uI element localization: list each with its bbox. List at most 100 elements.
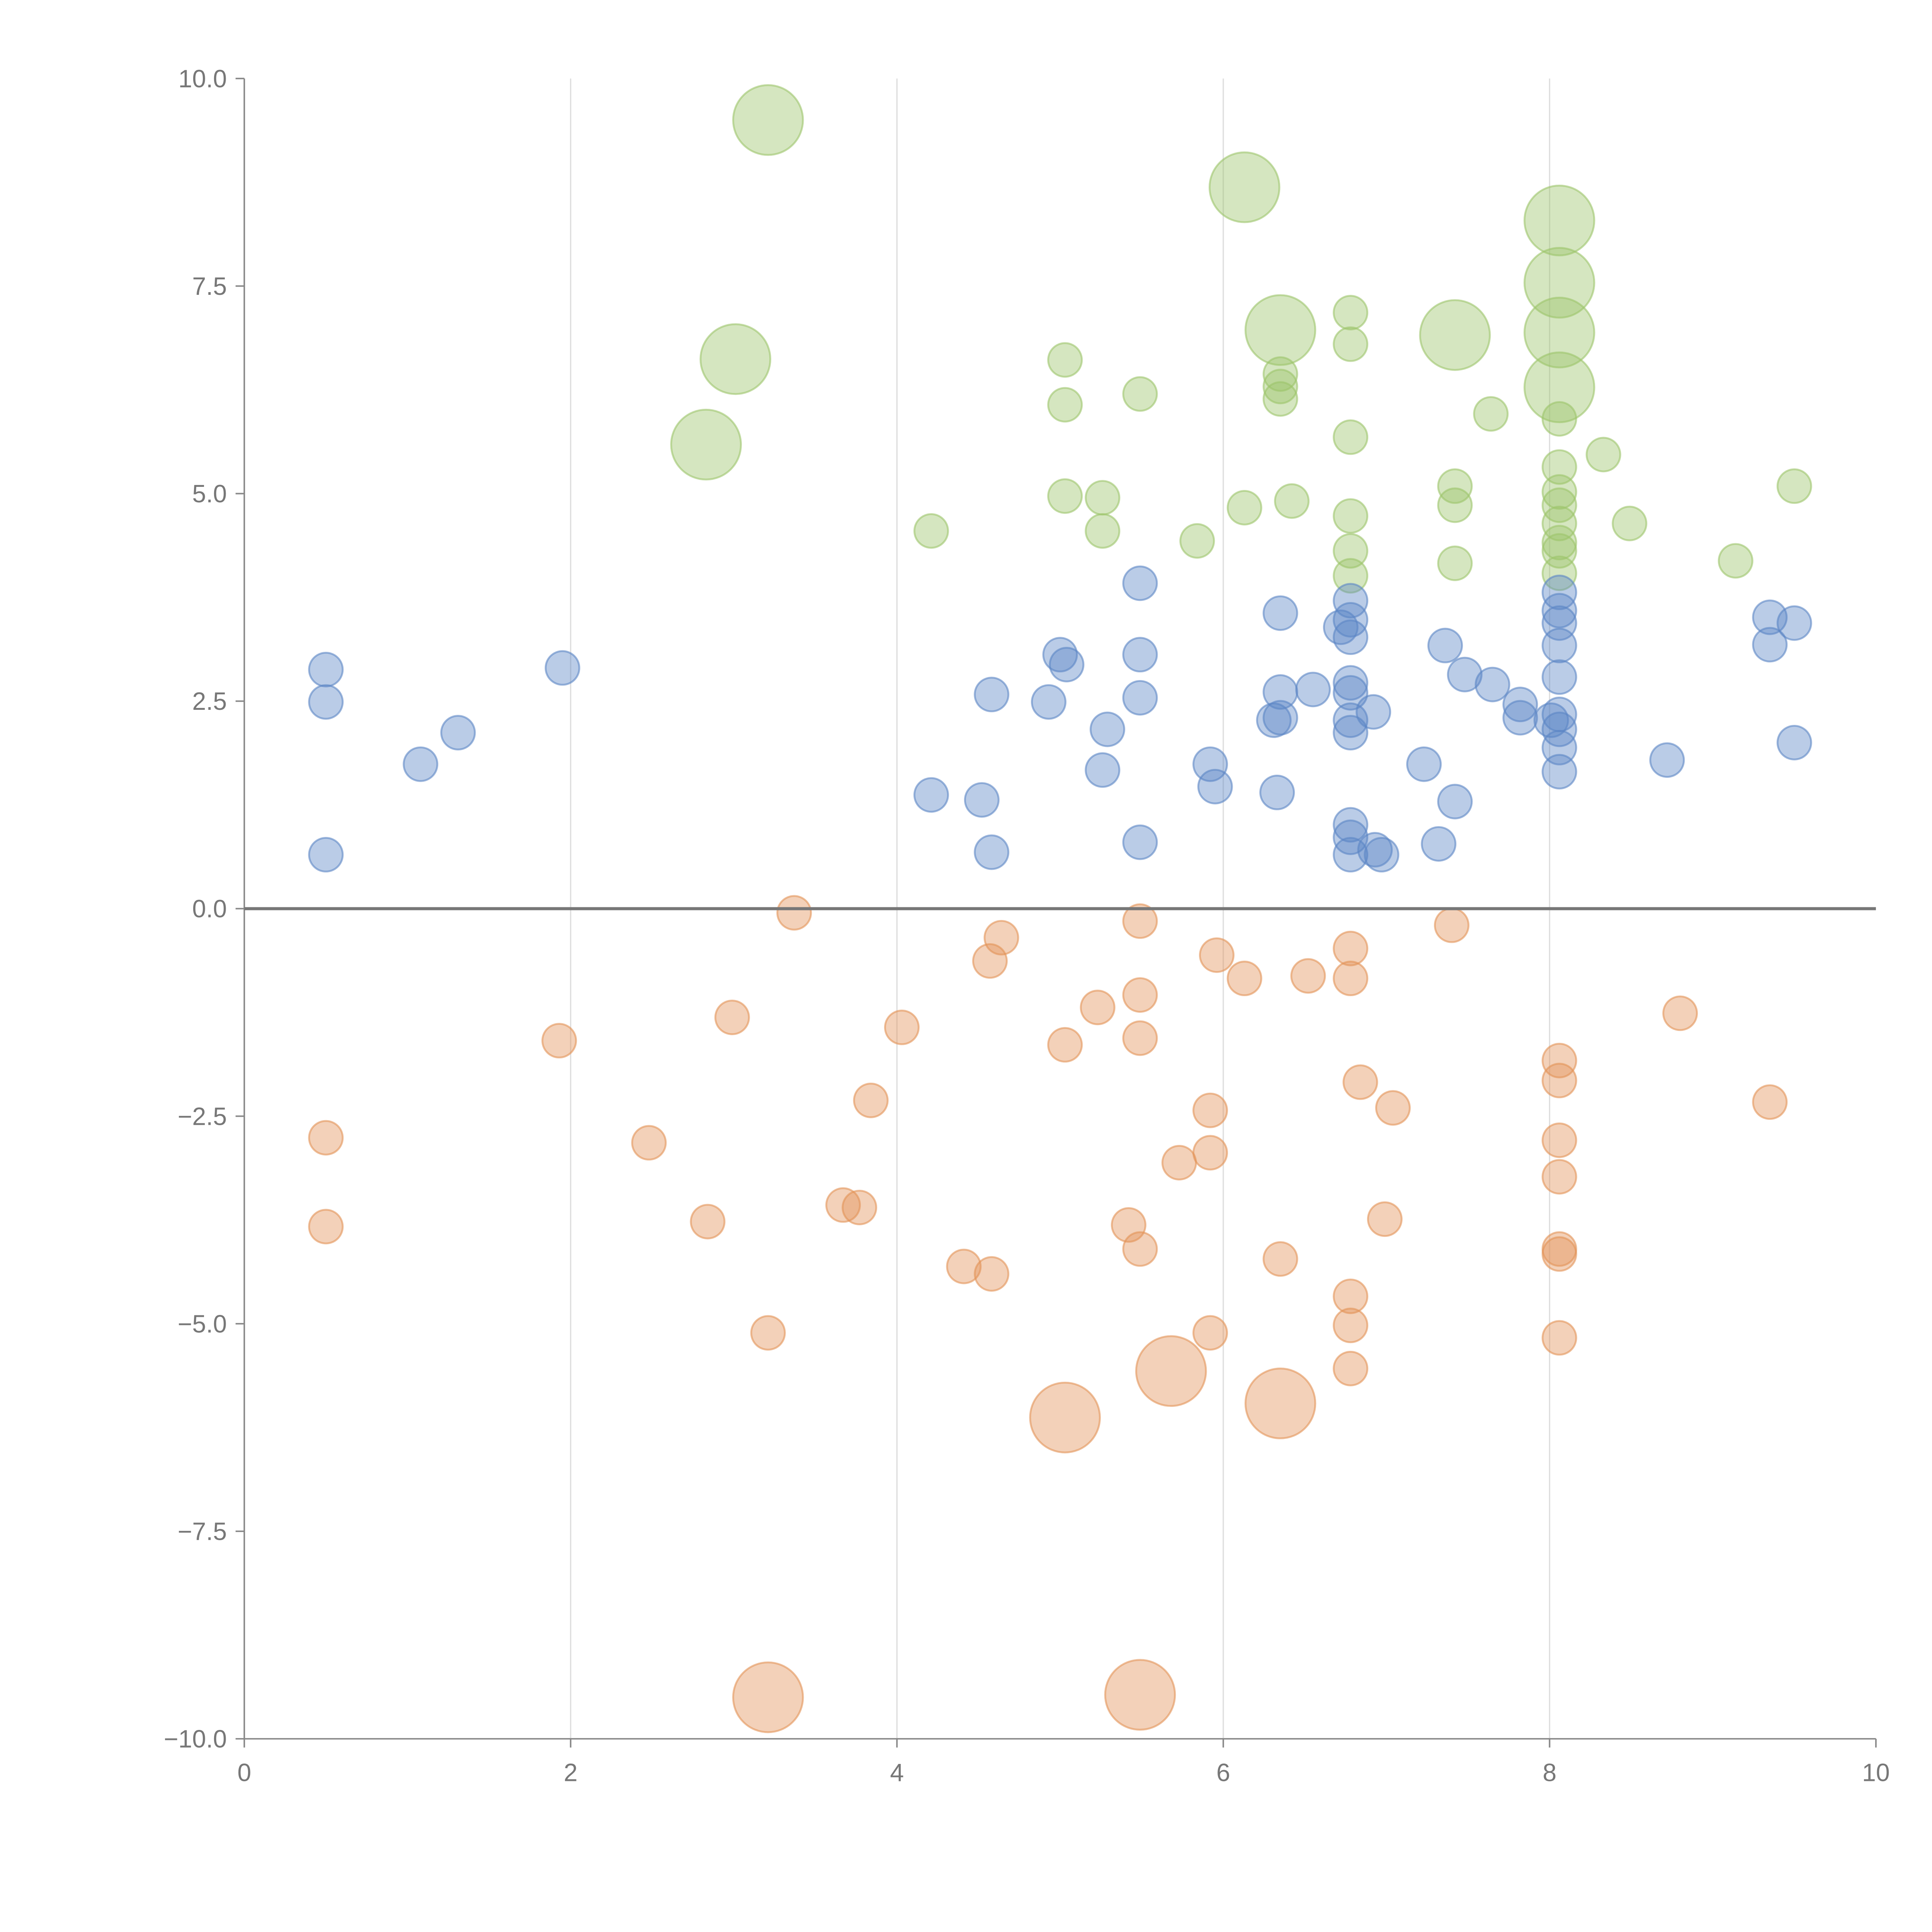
data-point-green <box>1179 523 1215 559</box>
data-point-blue <box>1475 667 1510 702</box>
data-point-blue <box>1447 656 1483 692</box>
data-point-blue <box>1355 694 1391 730</box>
data-point-blue <box>1262 674 1298 710</box>
y-tick-label: −7.5 <box>178 1517 227 1545</box>
data-point-green <box>1437 545 1473 581</box>
data-point-green <box>1333 326 1369 362</box>
data-point-blue <box>1262 700 1298 736</box>
data-point-green <box>1541 401 1577 437</box>
data-points <box>308 84 1812 1733</box>
data-point-orange <box>1122 1020 1158 1056</box>
data-point-blue <box>1192 746 1228 782</box>
data-point-orange <box>1290 958 1326 994</box>
data-point-green <box>1244 294 1316 366</box>
data-point-green <box>1262 381 1298 417</box>
data-point-green <box>1523 351 1595 423</box>
data-point-blue <box>1042 637 1078 673</box>
data-point-blue <box>1049 647 1085 682</box>
data-point-orange <box>1262 1241 1298 1277</box>
data-point-green <box>1262 356 1298 392</box>
data-point-blue <box>1427 628 1463 663</box>
data-point-green <box>1419 299 1491 371</box>
data-point-orange <box>541 1023 577 1059</box>
data-point-orange <box>1541 1063 1577 1099</box>
data-point-green <box>1541 525 1577 561</box>
data-point-orange <box>853 1082 889 1118</box>
y-tick-label: 10.0 <box>179 65 227 93</box>
data-point-orange <box>1333 1278 1369 1314</box>
data-point-green <box>1541 505 1577 541</box>
data-point-green <box>913 513 949 549</box>
data-point-blue <box>1090 711 1125 747</box>
x-tick-label: 4 <box>890 1759 904 1787</box>
data-point-green <box>1541 474 1577 510</box>
x-tick-label: 2 <box>564 1759 578 1787</box>
data-point-green <box>1333 419 1369 455</box>
data-point-orange <box>1752 1084 1788 1120</box>
data-point-orange <box>1192 1092 1228 1128</box>
data-point-orange <box>1367 1201 1403 1237</box>
data-point-green <box>1208 151 1281 223</box>
data-point-blue <box>1333 665 1369 701</box>
data-point-green <box>1612 505 1648 541</box>
data-point-green <box>1523 296 1595 369</box>
data-point-green <box>1226 490 1262 526</box>
data-point-orange <box>714 1000 750 1036</box>
data-point-orange <box>1122 903 1158 939</box>
data-point-blue <box>1541 711 1577 747</box>
y-tick-label: 5.0 <box>192 480 227 508</box>
data-point-blue <box>1502 700 1538 736</box>
x-tick-label: 8 <box>1543 1759 1556 1787</box>
data-point-blue <box>403 746 439 782</box>
data-point-green <box>1122 376 1158 412</box>
data-point-blue <box>1197 769 1233 804</box>
data-point-blue <box>1541 593 1577 629</box>
data-point-orange <box>983 920 1019 956</box>
data-point-green <box>1047 478 1083 514</box>
data-point-blue <box>1541 659 1577 695</box>
data-point-green <box>1473 396 1509 432</box>
x-tick-label: 6 <box>1216 1759 1230 1787</box>
data-point-orange <box>1333 1350 1369 1386</box>
data-point-green <box>1541 487 1577 523</box>
data-point-green <box>1718 543 1753 579</box>
data-point-orange <box>1333 961 1369 997</box>
y-tick-label: −2.5 <box>178 1102 227 1130</box>
data-point-orange <box>308 1120 344 1156</box>
data-point-blue <box>1333 807 1369 843</box>
data-point-orange <box>1192 1135 1228 1171</box>
data-point-orange <box>1104 1659 1176 1731</box>
data-point-orange <box>1135 1335 1207 1407</box>
data-point-blue <box>1421 826 1457 862</box>
data-point-orange <box>1192 1315 1228 1351</box>
data-point-blue <box>308 837 344 872</box>
data-point-orange <box>1333 930 1369 966</box>
data-point-blue <box>1333 702 1369 738</box>
data-point-green <box>1047 342 1083 378</box>
data-point-blue <box>1262 595 1298 631</box>
data-point-blue <box>1502 687 1538 723</box>
data-point-green <box>1333 558 1369 594</box>
data-point-orange <box>732 1661 804 1733</box>
y-tick-label: 2.5 <box>192 687 227 715</box>
data-point-blue <box>1085 752 1121 788</box>
data-point-blue <box>1259 774 1295 810</box>
data-point-blue <box>1437 784 1473 820</box>
data-point-blue <box>1541 575 1577 611</box>
data-point-green <box>1262 369 1298 405</box>
data-point-orange <box>1541 1122 1577 1158</box>
y-tick-label: 7.5 <box>192 272 227 300</box>
y-tick-label: −10.0 <box>164 1725 227 1753</box>
data-point-green <box>1541 449 1577 485</box>
data-point-orange <box>631 1125 667 1161</box>
data-point-blue <box>974 834 1010 870</box>
data-point-blue <box>1406 746 1442 782</box>
data-point-green <box>1085 513 1121 549</box>
data-point-green <box>1437 487 1473 523</box>
data-point-green <box>670 408 742 481</box>
data-point-orange <box>1122 1231 1158 1267</box>
axes: 0 2 4 6 8 10 10.0 7.5 5.0 2.5 0.0 −2.5 −5.0 −7.5 −10.0 <box>164 65 1890 1787</box>
data-point-orange <box>1080 990 1116 1026</box>
data-point-green <box>1585 437 1621 473</box>
